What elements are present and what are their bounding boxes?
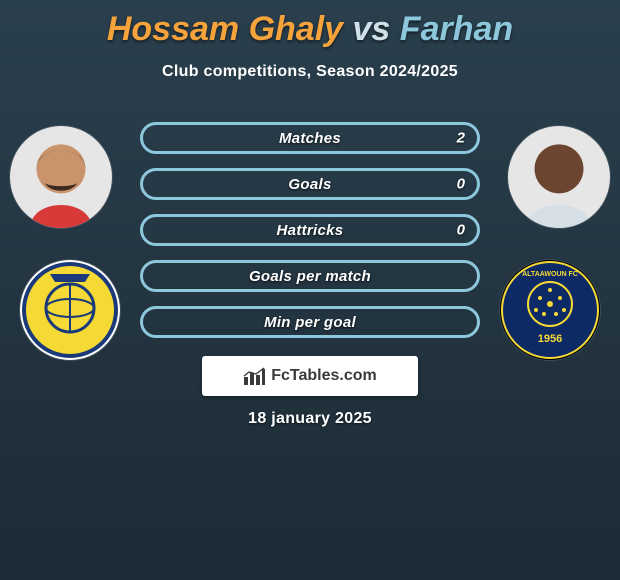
svg-text:ALTAAWOUN FC: ALTAAWOUN FC — [522, 271, 578, 278]
brand-box: FcTables.com — [202, 356, 418, 396]
date-label: 18 january 2025 — [248, 410, 372, 428]
stat-label: Min per goal — [264, 314, 356, 331]
brand-text: FcTables.com — [271, 367, 377, 385]
player1-avatar-svg — [10, 126, 112, 228]
club1-badge — [20, 260, 120, 360]
player2-avatar-svg — [508, 126, 610, 228]
stat-label: Goals — [288, 176, 331, 193]
stat-label: Hattricks — [277, 222, 344, 239]
svg-text:1956: 1956 — [538, 333, 562, 345]
player1-avatar — [10, 126, 112, 228]
player1-name: Hossam Ghaly — [107, 10, 343, 48]
club1-badge-svg — [20, 260, 120, 360]
club2-badge-svg: 1956 ALTAAWOUN FC — [500, 260, 600, 360]
stat-label: Matches — [279, 130, 341, 147]
stat-right-value: 2 — [457, 130, 465, 147]
subtitle: Club competitions, Season 2024/2025 — [0, 63, 620, 81]
bars-icon — [243, 367, 265, 385]
stat-row: Hattricks 0 — [140, 214, 480, 246]
stat-right-value: 0 — [457, 176, 465, 193]
page-title: Hossam Ghaly vs Farhan — [0, 0, 620, 49]
stat-row: Matches 2 — [140, 122, 480, 154]
stat-row: Goals per match — [140, 260, 480, 292]
stat-row: Goals 0 — [140, 168, 480, 200]
stat-right-value: 0 — [457, 222, 465, 239]
club2-badge: 1956 ALTAAWOUN FC — [500, 260, 600, 360]
stat-row: Min per goal — [140, 306, 480, 338]
player2-name: Farhan — [400, 10, 513, 48]
vs-label: vs — [353, 10, 391, 48]
player2-avatar — [508, 126, 610, 228]
stats-container: Matches 2 Goals 0 Hattricks 0 Goals per … — [140, 122, 480, 338]
stat-label: Goals per match — [249, 268, 371, 285]
